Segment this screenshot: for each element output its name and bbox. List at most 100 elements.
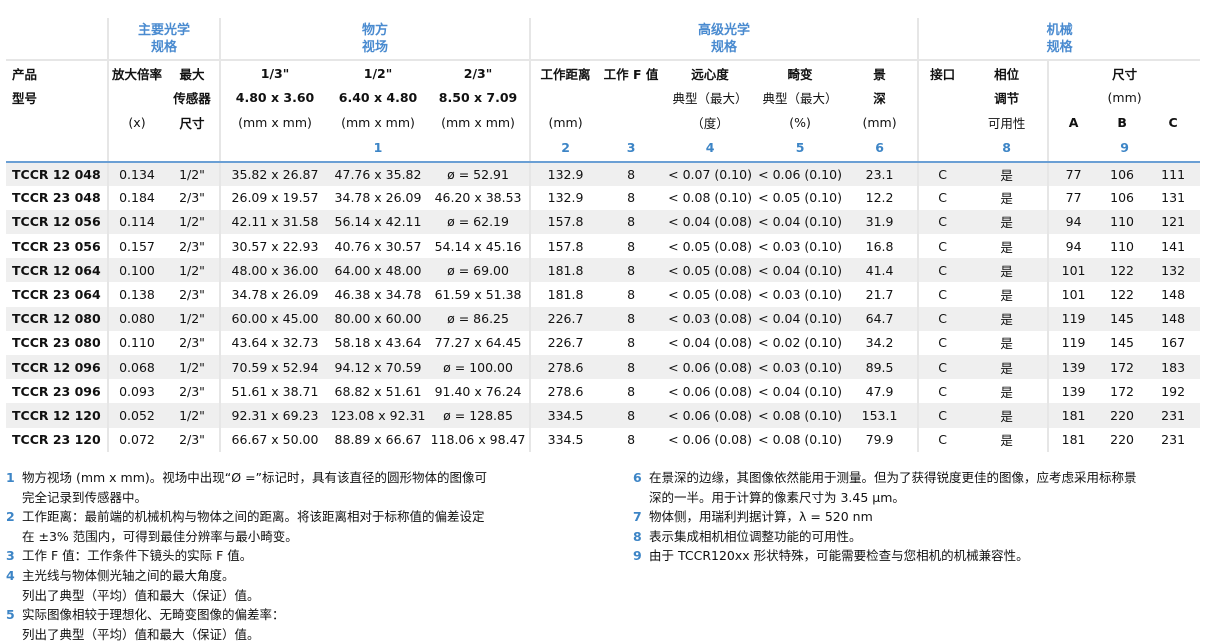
cell-dim-a: 77 [1047, 185, 1099, 210]
cell-dim-b: 220 [1110, 432, 1134, 448]
cell-working-f: 8 [600, 161, 663, 186]
cell-dim-b: 145 [1110, 335, 1134, 351]
header-dof-line-1: 景 [873, 66, 886, 82]
cell-dim-c: 141 [1161, 238, 1186, 254]
cell-distortion: < 0.04 (0.10) [758, 383, 842, 399]
cell-magnification: 0.114 [107, 209, 165, 235]
cell-mount: C [917, 209, 967, 235]
cell-distortion: < 0.04 (0.10) [758, 306, 843, 331]
cell-dim-a: 94 [1047, 234, 1099, 259]
cell-depth-of-field: 153.1 [842, 403, 919, 428]
footnote-text: 主光线与物体侧光轴之间的最大角度。 列出了典型（平均）值和最大（保证）值。 [22, 567, 260, 603]
cell-sensor: 2/3" [179, 383, 205, 399]
cell-fov-23: ø = 52.91 [427, 161, 531, 186]
cell-product: TCCR 23 048 [12, 190, 101, 206]
cell-working-distance: 181.8 [529, 282, 601, 307]
cell-magnification: 0.138 [107, 282, 165, 307]
cell-product: TCCR 12 048 [6, 161, 108, 186]
header-mount-line-2 [917, 85, 967, 110]
footnote-text: 在景深的边缘，其图像依然能用于测量。但为了获得锐度更佳的图像，应考虑采用标称景 … [649, 470, 1137, 505]
cell-product: TCCR 23 096 [12, 383, 101, 399]
cell-distortion: < 0.05 (0.10) [758, 190, 842, 206]
cell-sensor: 2/3" [179, 432, 205, 448]
header-f12-line-4: 1 [329, 134, 428, 163]
cell-product: TCCR 23 064 [12, 287, 101, 303]
cell-fov-12: 34.78 x 26.09 [334, 190, 422, 206]
footnote-number: 2 [6, 509, 15, 525]
cell-fov-23: 61.59 x 51.38 [434, 287, 522, 303]
cell-working-distance: 132.9 [529, 161, 601, 186]
header-f12-line-3: (mm x mm) [341, 114, 415, 130]
table-row: TCCR 23 056 0.157 2/3" 30.57 x 22.93 40.76 x… [6, 234, 1200, 259]
header-tele-line-2: 典型（最大） [672, 91, 748, 107]
cell-telecentricity: < 0.08 (0.10) [668, 190, 752, 206]
footnote-text: 表示集成相机相位调整功能的可用性。 [649, 528, 862, 544]
footnote-number: 9 [633, 548, 642, 564]
header-dof-line-2: 深 [873, 91, 886, 107]
footnote: 9 由于 TCCR120xx 形状特殊，可能需要检查与您相机的机械兼容性。 [633, 546, 1137, 566]
cell-telecentricity: < 0.05 (0.08) [668, 238, 752, 254]
cell-fov-23: 77.27 x 64.45 [434, 335, 522, 351]
header-dist-line-2: 典型（最大） [762, 91, 838, 107]
cell-magnification: 0.100 [107, 258, 165, 283]
footnote: 1 物方视场 (mm x mm)。视场中出现“Ø =”标记时，具有该直径的圆形物体… [6, 468, 487, 507]
cell-product: TCCR 12 096 [6, 355, 108, 380]
footnote-text: 工作距离：最前端的机械机构与物体之间的距离。将该距离相对于标称值的偏差设定 在 … [22, 509, 485, 544]
cell-working-f: 8 [627, 287, 636, 303]
cell-dim-c: 183 [1146, 355, 1201, 380]
header-sensor-line-1: 最大 [179, 66, 205, 82]
cell-dim-c: 131 [1161, 190, 1186, 206]
cell-mount: C [917, 379, 967, 404]
cell-fov-12: 88.89 x 66.67 [334, 432, 422, 448]
cell-phase-adjust: 是 [966, 355, 1049, 380]
cell-telecentricity: < 0.03 (0.08) [662, 306, 759, 331]
cell-product: TCCR 23 120 [12, 432, 101, 448]
footnote-number: 6 [633, 470, 642, 485]
header-f13-line-4 [219, 134, 330, 163]
cell-fov-13: 34.78 x 26.09 [219, 282, 330, 307]
header-dim-A: A [1047, 110, 1099, 135]
cell-magnification: 0.110 [107, 330, 165, 355]
cell-dim-a: 139 [1047, 355, 1099, 380]
cell-working-f: 8 [600, 209, 663, 235]
header-wd-line-3: (mm) [529, 110, 601, 135]
footnote: 3 工作 F 值：工作条件下镜头的实际 F 值。 [6, 546, 487, 566]
cell-magnification: 0.080 [107, 306, 165, 331]
cell-telecentricity: < 0.07 (0.10) [662, 161, 759, 186]
cell-fov-13: 43.64 x 32.73 [219, 330, 330, 355]
cell-depth-of-field: 64.7 [842, 306, 919, 331]
cell-mount: C [917, 330, 967, 355]
cell-dim-b: 110 [1098, 209, 1147, 235]
cell-fov-23: 46.20 x 38.53 [434, 190, 522, 206]
cell-dim-a: 119 [1047, 306, 1099, 331]
cell-dim-c: 192 [1161, 383, 1186, 399]
cell-magnification: 0.068 [107, 355, 165, 380]
cell-telecentricity: < 0.04 (0.08) [668, 335, 752, 351]
cell-fov-23: ø = 62.19 [427, 209, 531, 235]
header-phase-line-1: 相位 [994, 66, 1020, 82]
header-mag-line-2 [107, 85, 165, 110]
cell-distortion: < 0.03 (0.10) [758, 355, 843, 380]
cell-working-distance: 157.8 [529, 234, 601, 259]
cell-working-distance: 226.7 [529, 306, 601, 331]
cell-sensor: 2/3" [179, 190, 205, 206]
cell-mount: C [917, 355, 967, 380]
cell-magnification: 0.134 [107, 161, 165, 186]
cell-working-distance: 132.9 [529, 185, 601, 210]
cell-sensor: 2/3" [179, 287, 205, 303]
footnote-text: 由于 TCCR120xx 形状特殊，可能需要检查与您相机的机械兼容性。 [649, 548, 1029, 564]
cell-fov-13: 42.11 x 31.58 [219, 209, 330, 235]
cell-product: TCCR 23 056 [12, 238, 101, 254]
cell-mount: C [917, 258, 967, 283]
header-phase-line-3: 可用性 [987, 115, 1026, 131]
header-phase-line-4: 8 [966, 134, 1049, 163]
group-empty [6, 18, 108, 61]
cell-sensor: 1/2" [165, 258, 221, 283]
cell-fov-12: 94.12 x 70.59 [329, 355, 428, 380]
cell-dim-b: 220 [1098, 403, 1147, 428]
cell-magnification: 0.184 [107, 185, 165, 210]
cell-distortion: < 0.06 (0.10) [758, 161, 843, 186]
cell-distortion: < 0.08 (0.10) [758, 432, 842, 448]
specs-table: 主要光学 规格 物方 视场 高级光学 规格 机械 规格 产品 放大倍率 最大 1/3"… [6, 18, 1201, 452]
cell-sensor: 1/2" [165, 403, 221, 428]
